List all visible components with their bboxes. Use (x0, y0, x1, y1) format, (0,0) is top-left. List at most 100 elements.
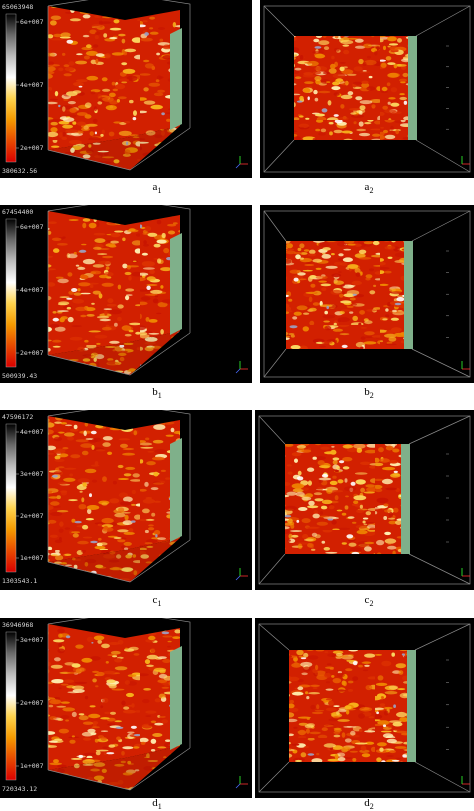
caption-b1-sub: 1 (157, 391, 162, 401)
colorbar-tick-label: 1e+007 (20, 762, 44, 770)
panel-b2-slice-view (260, 205, 474, 383)
seismic-slice (286, 241, 404, 349)
caption-c2: c2 (354, 594, 384, 608)
caption-a1: a1 (142, 181, 172, 195)
slice-render-a2 (263, 5, 471, 173)
panel-d1-volume-view: 36946968 720343.12 3e+007 2e+007 1e+007 (0, 618, 252, 798)
axis-triad-icon (235, 568, 248, 581)
axis-triad-icon (235, 156, 248, 169)
colorbar-min-label: 720343.12 (2, 785, 37, 793)
side-slab (170, 646, 182, 750)
seismic-floor (48, 126, 180, 170)
colorbar-gradient-c (5, 423, 17, 573)
caption-d1-sub: 1 (157, 802, 162, 811)
colorbar-tick-label: 2e+007 (20, 144, 44, 152)
seismic-slice (294, 36, 408, 140)
colorbar-gradient-b (5, 218, 17, 368)
caption-c2-letter: c (364, 594, 370, 606)
side-slab (170, 438, 182, 542)
colorbar-b: 67454400 500939.43 6e+007 4e+007 2e+007 (2, 208, 44, 380)
caption-c1-sub: 1 (157, 599, 162, 609)
caption-d2: d2 (354, 797, 384, 811)
colorbar-tick-label: 6e+007 (20, 18, 44, 26)
caption-d1-letter: d (152, 797, 158, 809)
slice-render-b2 (263, 210, 471, 378)
cube-volume (47, 618, 191, 791)
axis-triad-icon (461, 156, 470, 165)
panel-c2-slice-view (255, 410, 474, 590)
caption-b2: b2 (354, 386, 384, 400)
slice-box (263, 210, 471, 378)
caption-b1: b1 (142, 386, 172, 400)
colorbar-max-label: 65063948 (2, 3, 33, 11)
colorbar-min-label: 380632.56 (2, 167, 37, 175)
seismic-wall-right (125, 215, 180, 343)
axis-triad-icon (235, 776, 248, 789)
colorbar-tick-label: 1e+007 (20, 554, 44, 562)
seismic-slice (289, 650, 407, 762)
colorbar-min-label: 1303543.1 (2, 577, 37, 585)
colorbar-tick-label: 2e+007 (20, 512, 44, 520)
colorbar-tick-label: 6e+007 (20, 223, 44, 231)
side-slab (404, 241, 413, 349)
panel-c1-volume-view: 47596172 1303543.1 4e+007 3e+007 2e+007 1e+00… (0, 410, 252, 590)
colorbar-max-label: 67454400 (2, 208, 33, 216)
colorbar-min-label: 500939.43 (2, 372, 37, 380)
caption-a1-sub: 1 (157, 186, 162, 196)
caption-d2-letter: d (364, 797, 370, 809)
caption-c1: c1 (142, 594, 172, 608)
caption-b2-sub: 2 (369, 391, 374, 401)
seismic-slice (285, 444, 401, 554)
caption-c1-letter: c (152, 594, 158, 606)
slice-render-c2 (258, 415, 471, 585)
caption-b1-letter: b (152, 386, 158, 398)
caption-a2: a2 (354, 181, 384, 195)
colorbar-tick-label: 4e+007 (20, 81, 44, 89)
colorbar-tick-label: 2e+007 (20, 349, 44, 357)
cube-volume (47, 410, 191, 583)
panel-d2-slice-view (255, 618, 474, 798)
seismic-wall-right (125, 628, 180, 758)
seismic-wall-left (48, 416, 125, 562)
colorbar-c: 47596172 1303543.1 4e+007 3e+007 2e+007 1e+00… (2, 413, 44, 585)
colorbar-tick-label: 3e+007 (20, 636, 44, 644)
slice-box (258, 623, 471, 793)
panel-b1-volume-view: 67454400 500939.43 6e+007 4e+007 2e+007 (0, 205, 252, 383)
colorbar-a: 65063948 380632.56 6e+007 4e+007 2e+007 (2, 3, 44, 175)
volume-render-c1: 47596172 1303543.1 4e+007 3e+007 2e+007 1e+00… (2, 410, 248, 585)
colorbar-gradient-d (5, 631, 17, 781)
cube-volume (47, 205, 191, 376)
colorbar-max-label: 36946968 (2, 621, 33, 629)
slice-render-d2 (258, 623, 471, 793)
side-slab (401, 444, 410, 554)
slice-box (263, 5, 471, 173)
seismic-wall-right (125, 420, 180, 550)
volume-render-b1: 67454400 500939.43 6e+007 4e+007 2e+007 (2, 205, 248, 380)
seismic-floor (48, 746, 180, 790)
panel-a1-volume-view: 65063948 380632.56 6e+007 4e+007 2e+007 (0, 0, 252, 178)
axis-triad-icon (461, 568, 470, 577)
caption-c2-sub: 2 (369, 599, 374, 609)
slice-box (258, 415, 471, 585)
side-slab (408, 36, 417, 140)
caption-d1: d1 (142, 797, 172, 811)
seismic-floor (48, 331, 180, 375)
caption-a2-sub: 2 (369, 186, 374, 196)
axis-triad-icon (461, 361, 470, 370)
colorbar-tick-label: 2e+007 (20, 699, 44, 707)
seismic-wall-right (125, 10, 180, 138)
colorbar-d: 36946968 720343.12 3e+007 2e+007 1e+007 (2, 621, 44, 793)
caption-a1-letter: a (152, 181, 158, 193)
volume-render-a1: 65063948 380632.56 6e+007 4e+007 2e+007 (2, 0, 248, 175)
caption-a2-letter: a (364, 181, 370, 193)
side-slab (407, 650, 416, 762)
seismic-wall-left (48, 211, 125, 355)
colorbar-tick-label: 4e+007 (20, 286, 44, 294)
seismic-wall-left (48, 6, 125, 150)
colorbar-tick-label: 4e+007 (20, 428, 44, 436)
panel-a2-slice-view (260, 0, 474, 178)
volume-render-d1: 36946968 720343.12 3e+007 2e+007 1e+007 (2, 618, 248, 793)
caption-d2-sub: 2 (369, 802, 374, 811)
colorbar-max-label: 47596172 (2, 413, 33, 421)
seismic-wall-left (48, 624, 125, 770)
